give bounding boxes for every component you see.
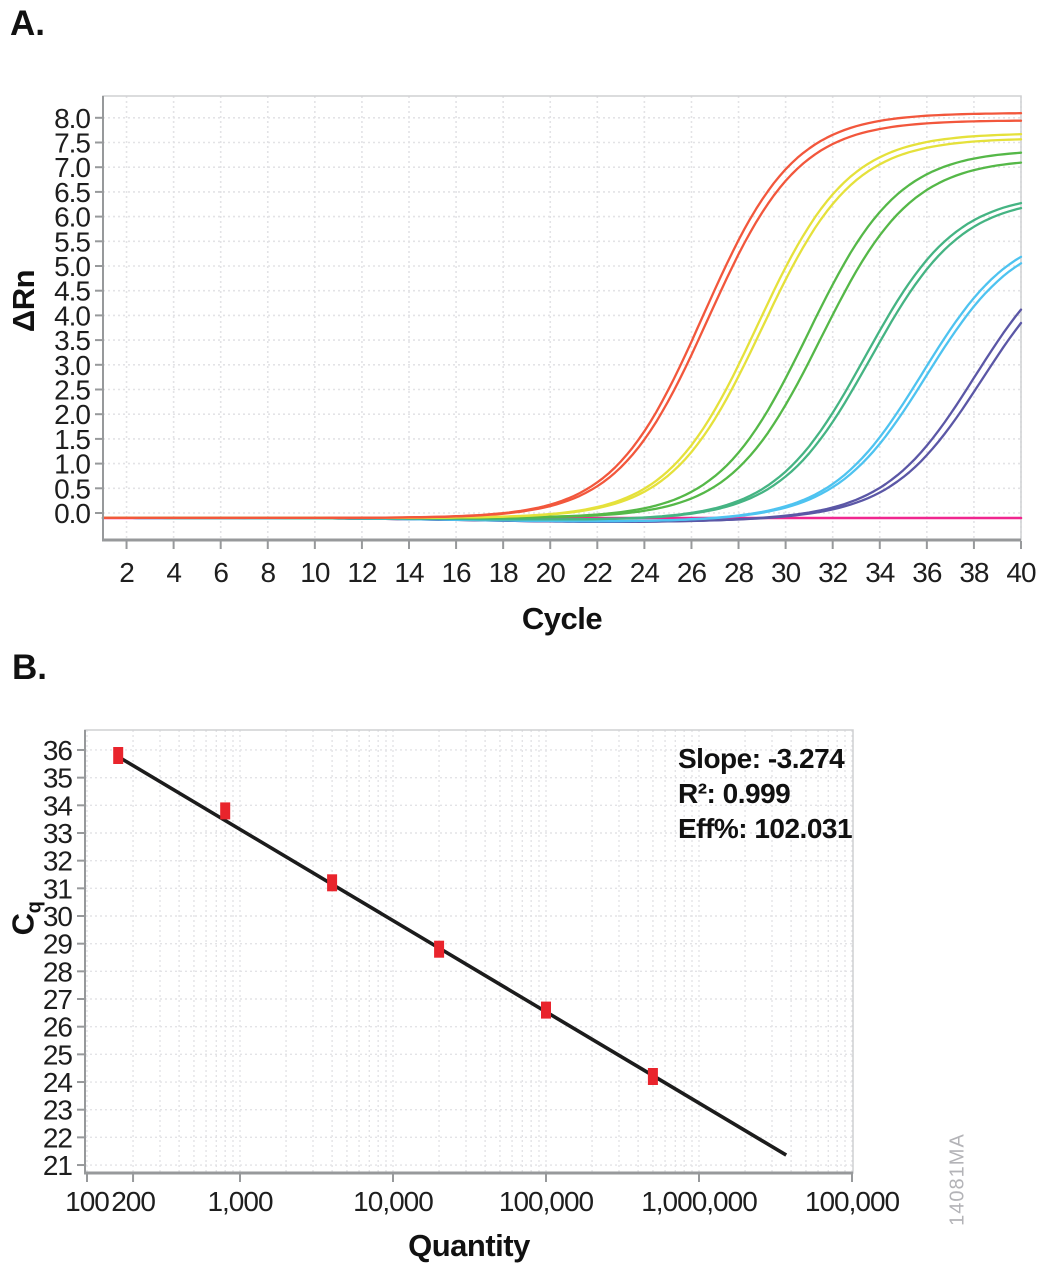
figure-id-watermark: 14081MA — [946, 1133, 969, 1226]
chart-a-tick-marks — [95, 116, 1022, 549]
chart-b-y-tick-label: 35 — [43, 763, 73, 794]
chart-a-y-tick-label: 7.5 — [54, 128, 90, 159]
chart-a-x-tick-label: 38 — [959, 557, 989, 588]
standard-point — [113, 747, 124, 764]
chart-a-x-tick-label: 4 — [166, 557, 181, 588]
chart-a-x-tick-label: 28 — [724, 557, 754, 588]
curve-purple-replicate-2 — [101, 321, 1023, 523]
chart-b-x-tick-label: 200 — [111, 1186, 155, 1217]
chart-a-y-axis-title: ΔRn — [6, 269, 41, 333]
chart-b-x-tick-label: 100,000 — [805, 1186, 900, 1217]
chart-b-x-tick-label: 100,000 — [499, 1186, 594, 1217]
chart-a-x-tick-label: 40 — [1006, 557, 1036, 588]
chart-a-x-tick-label: 2 — [119, 557, 134, 588]
chart-a-x-tick-label: 36 — [912, 557, 942, 588]
chart-a-x-tick-label: 14 — [394, 557, 424, 588]
chart-a-y-tick-label: 2.5 — [54, 375, 90, 406]
chart-b-y-tick-label: 28 — [43, 956, 73, 987]
chart-b-grid — [85, 730, 853, 1173]
chart-a-x-tick-label: 16 — [441, 557, 471, 588]
chart-a-y-tick-label: 5.5 — [54, 226, 90, 257]
chart-a-x-tick-label: 22 — [583, 557, 613, 588]
chart-a-y-tick-label: 4.0 — [54, 300, 90, 331]
amplification-chart: 0.00.51.01.52.02.53.03.54.04.55.05.56.06… — [54, 95, 1037, 588]
curve-teal-replicate-2 — [101, 206, 1023, 521]
chart-b-y-tick-label: 23 — [43, 1095, 73, 1126]
regression-stats: Slope: -3.274 R²: 0.999 Eff%: 102.031 — [678, 741, 853, 846]
chart-b-y-tick-label: 27 — [43, 984, 73, 1015]
regression-line — [117, 755, 788, 1157]
chart-a-y-tick-label: 6.0 — [54, 202, 90, 233]
cq-label-main: C — [5, 913, 41, 936]
chart-a-y-tick-label: 6.5 — [54, 177, 90, 208]
standard-point — [541, 1001, 551, 1019]
chart-b-x-tick-label: 1,000 — [207, 1186, 272, 1217]
curve-red-replicate-2 — [101, 119, 1023, 520]
chart-a-y-tick-label: 1.5 — [54, 424, 90, 455]
chart-b-y-tick-label: 36 — [43, 735, 73, 766]
chart-a-x-tick-label: 24 — [630, 557, 660, 588]
chart-a-x-tick-label: 30 — [771, 557, 801, 588]
standard-point — [647, 1068, 658, 1085]
chart-a-x-tick-label: 8 — [260, 557, 275, 588]
chart-b-x-tick-label: 10,000 — [353, 1186, 433, 1217]
chart-a-y-tick-label: 3.5 — [54, 325, 90, 356]
chart-b-y-tick-label: 34 — [43, 790, 73, 821]
chart-a-y-tick-label: 7.0 — [54, 152, 90, 183]
chart-a-x-tick-label: 6 — [213, 557, 228, 588]
chart-a-x-tick-label: 26 — [677, 557, 707, 588]
curve-yellow-replicate-2 — [101, 138, 1023, 520]
amplification-curves — [101, 112, 1023, 523]
chart-b-x-tick-label: 100 — [65, 1186, 109, 1217]
chart-b-y-tick-label: 29 — [43, 929, 73, 960]
chart-b-tick-marks — [77, 748, 853, 1182]
chart-b-y-tick-label: 32 — [43, 846, 73, 877]
chart-b-y-tick-label: 31 — [43, 873, 73, 904]
chart-a-y-tick-label: 1.0 — [54, 449, 90, 480]
chart-a-x-tick-label: 10 — [300, 557, 330, 588]
chart-b-y-tick-label: 25 — [43, 1039, 73, 1070]
chart-a-x-tick-label: 32 — [818, 557, 848, 588]
chart-a-y-tick-label: 4.5 — [54, 276, 90, 307]
stat-slope: Slope: -3.274 — [678, 743, 845, 774]
panel-b-label: B. — [12, 648, 47, 687]
chart-a-x-tick-label: 20 — [536, 557, 566, 588]
stat-efficiency: Eff%: 102.031 — [678, 813, 853, 844]
chart-b-axes — [84, 730, 853, 1175]
curve-cyan-replicate-2 — [101, 262, 1023, 523]
chart-a-y-tick-label: 2.0 — [54, 399, 90, 430]
chart-b-y-tick-label: 22 — [43, 1122, 73, 1153]
standard-point — [327, 874, 338, 892]
chart-a-tick-labels: 0.00.51.01.52.02.53.03.54.04.55.05.56.06… — [54, 103, 1037, 588]
chart-b-x-tick-label: 1,000,000 — [641, 1186, 757, 1217]
curve-teal-replicate-1 — [101, 201, 1023, 521]
chart-a-y-tick-label: 5.0 — [54, 251, 90, 282]
chart-a-y-tick-label: 0.0 — [54, 498, 90, 529]
chart-b-y-tick-label: 26 — [43, 1012, 73, 1043]
chart-b-x-axis-title: Quantity — [408, 1228, 530, 1263]
chart-a-x-tick-label: 18 — [489, 557, 519, 588]
chart-b-y-tick-label: 24 — [43, 1067, 73, 1098]
chart-a-x-tick-label: 34 — [865, 557, 895, 588]
chart-b-y-axis-title: Cq — [6, 879, 47, 959]
chart-a-y-tick-label: 3.0 — [54, 350, 90, 381]
cq-label-subscript: q — [23, 901, 46, 914]
panel-a-label: A. — [10, 4, 45, 43]
chart-b-y-tick-label: 30 — [43, 901, 73, 932]
standard-points — [113, 747, 658, 1085]
chart-b-y-tick-label: 33 — [43, 818, 73, 849]
chart-a-x-axis-title: Cycle — [521, 601, 603, 636]
chart-a-y-tick-label: 8.0 — [54, 103, 90, 134]
chart-a-axes — [102, 96, 1021, 542]
chart-b-y-tick-label: 21 — [43, 1150, 73, 1181]
standard-point — [434, 940, 445, 958]
stat-r-squared: R²: 0.999 — [678, 778, 791, 809]
standard-point — [220, 802, 231, 820]
chart-a-x-tick-label: 12 — [347, 557, 377, 588]
chart-a-y-tick-label: 0.5 — [54, 473, 90, 504]
